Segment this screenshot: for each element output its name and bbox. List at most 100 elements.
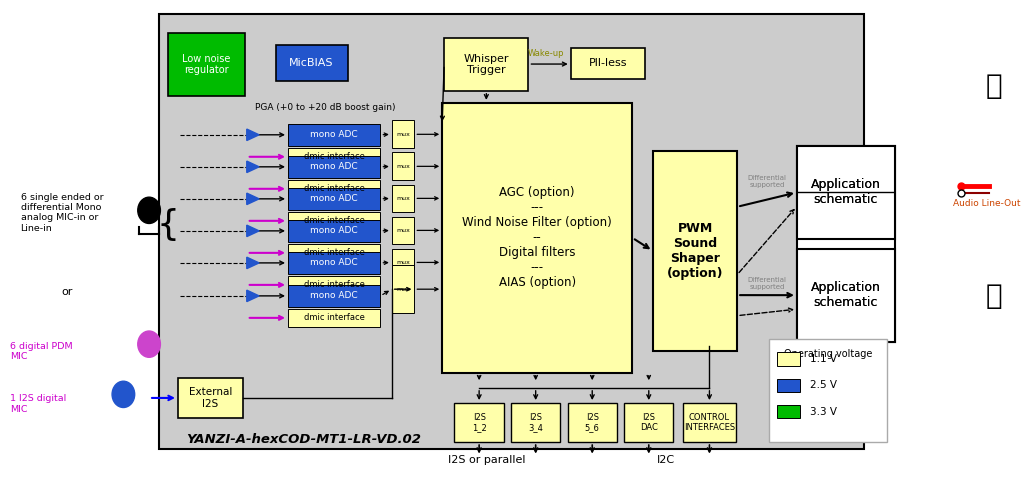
Text: mux: mux: [397, 164, 410, 169]
Text: or: or: [62, 287, 73, 296]
Text: dmic interface: dmic interface: [304, 217, 365, 225]
Bar: [288, 244, 380, 262]
Bar: [442, 103, 632, 373]
Text: I2S
3_4: I2S 3_4: [528, 413, 543, 432]
Bar: [288, 252, 380, 274]
Text: mux: mux: [397, 132, 410, 137]
Bar: [778, 352, 800, 366]
Text: dmic interface: dmic interface: [304, 314, 365, 322]
Text: External
I2S: External I2S: [188, 387, 232, 409]
Text: Low noise
regulator: Low noise regulator: [182, 54, 231, 76]
Text: CONTROL
INTERFACES: CONTROL INTERFACES: [684, 413, 735, 432]
Text: Differential
supported: Differential supported: [748, 175, 787, 188]
Text: mux: mux: [397, 260, 410, 265]
Text: mono ADC: mono ADC: [310, 163, 358, 171]
Bar: [571, 48, 645, 79]
Text: Audio Line-Out: Audio Line-Out: [954, 199, 1021, 207]
Text: PGA (+0 to +20 dB boost gain): PGA (+0 to +20 dB boost gain): [255, 103, 396, 112]
Text: MicBIAS: MicBIAS: [289, 58, 334, 68]
Text: mux: mux: [397, 196, 410, 201]
Text: dmic interface: dmic interface: [304, 249, 365, 257]
Text: I2S
DAC: I2S DAC: [640, 413, 658, 432]
Bar: [778, 379, 800, 392]
Ellipse shape: [112, 381, 135, 407]
Polygon shape: [247, 225, 260, 237]
Text: dmic interface: dmic interface: [304, 152, 365, 161]
Ellipse shape: [138, 331, 161, 358]
Text: mux: mux: [397, 228, 410, 233]
Bar: [288, 156, 380, 178]
Polygon shape: [247, 129, 260, 141]
Bar: [444, 38, 528, 91]
Bar: [454, 403, 504, 442]
Text: Operating voltage: Operating voltage: [784, 349, 872, 359]
Bar: [568, 403, 617, 442]
Bar: [288, 220, 380, 242]
Text: 🎧: 🎧: [986, 72, 1002, 100]
Bar: [276, 45, 347, 81]
Bar: [769, 339, 887, 442]
Bar: [168, 33, 245, 96]
Text: mono ADC: mono ADC: [310, 227, 358, 235]
Bar: [288, 285, 380, 307]
Text: Application
schematic: Application schematic: [811, 281, 881, 309]
Text: 3.3 V: 3.3 V: [811, 407, 837, 416]
Text: I2S
5_6: I2S 5_6: [585, 413, 599, 432]
Bar: [288, 212, 380, 230]
Bar: [178, 378, 243, 418]
Bar: [288, 276, 380, 294]
Text: 1.1 V: 1.1 V: [811, 354, 837, 364]
Text: I2S
1_2: I2S 1_2: [472, 413, 486, 432]
Text: YANZI-A-hexCOD-MT1-LR-VD.02: YANZI-A-hexCOD-MT1-LR-VD.02: [185, 433, 421, 446]
Text: Application
schematic: Application schematic: [811, 178, 881, 206]
Bar: [683, 403, 736, 442]
Text: 6 digital PDM
MIC: 6 digital PDM MIC: [10, 342, 73, 361]
Text: Wake-up: Wake-up: [527, 49, 564, 58]
Text: 6 single ended or
differential Mono
analog MIC-in or
Line-in: 6 single ended or differential Mono anal…: [21, 193, 103, 233]
Bar: [391, 249, 414, 276]
Text: mux: mux: [397, 287, 410, 292]
Polygon shape: [247, 161, 260, 173]
Bar: [391, 265, 414, 313]
Text: dmic interface: dmic interface: [304, 281, 365, 289]
Bar: [288, 148, 380, 166]
Bar: [797, 146, 894, 342]
Text: AGC (option)
---
Wind Noise Filter (option)
--
Digital filters
---
AIAS (option): AGC (option) --- Wind Noise Filter (opti…: [462, 186, 612, 289]
Text: mono ADC: mono ADC: [310, 292, 358, 300]
Text: Whisper
Trigger: Whisper Trigger: [464, 54, 509, 76]
Text: 🔊: 🔊: [986, 282, 1002, 310]
Bar: [288, 188, 380, 210]
Text: 1 I2S digital
MIC: 1 I2S digital MIC: [10, 394, 67, 413]
Bar: [511, 403, 560, 442]
Text: I2S or parallel: I2S or parallel: [448, 455, 525, 465]
Bar: [391, 152, 414, 180]
Polygon shape: [247, 257, 260, 269]
Text: mono ADC: mono ADC: [310, 195, 358, 203]
Polygon shape: [247, 193, 260, 205]
Polygon shape: [247, 290, 260, 302]
Bar: [288, 180, 380, 198]
Text: 2.5 V: 2.5 V: [811, 380, 837, 390]
Bar: [624, 403, 674, 442]
Bar: [288, 309, 380, 327]
Text: PWM
Sound
Shaper
(option): PWM Sound Shaper (option): [666, 222, 723, 280]
Bar: [653, 151, 737, 351]
Bar: [160, 14, 864, 449]
Text: I2C: I2C: [657, 455, 676, 465]
Text: mono ADC: mono ADC: [310, 130, 358, 139]
Bar: [797, 146, 894, 239]
Text: Pll-less: Pll-less: [588, 58, 627, 68]
Bar: [288, 124, 380, 146]
Text: dmic interface: dmic interface: [304, 185, 365, 193]
Bar: [391, 120, 414, 148]
Text: Application
schematic: Application schematic: [811, 178, 881, 206]
Text: {: {: [157, 208, 180, 242]
Text: mono ADC: mono ADC: [310, 259, 358, 267]
Bar: [391, 217, 414, 244]
Text: Application
schematic: Application schematic: [811, 281, 881, 309]
Ellipse shape: [138, 197, 161, 224]
Bar: [391, 185, 414, 212]
Text: Differential
supported: Differential supported: [748, 278, 787, 291]
Bar: [797, 249, 894, 342]
Bar: [778, 405, 800, 418]
